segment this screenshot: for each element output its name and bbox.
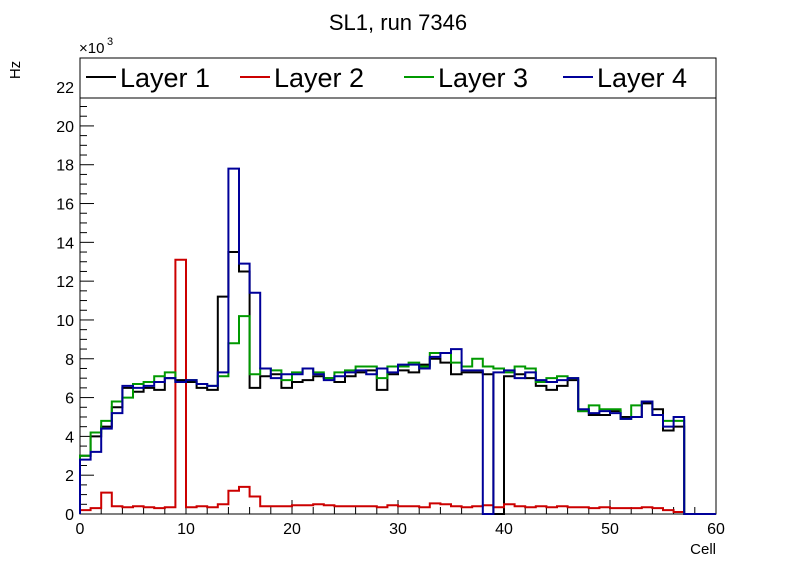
series-line-layer-1 bbox=[79, 251, 716, 515]
y-tick-label: 12 bbox=[56, 274, 74, 291]
y-tick-label: 22 bbox=[56, 80, 74, 97]
y-multiplier: ×10 3 bbox=[79, 36, 113, 57]
x-tick-label: 30 bbox=[389, 521, 407, 538]
y-tick-label: 2 bbox=[65, 468, 74, 485]
x-tick-label: 60 bbox=[707, 521, 725, 538]
y-tick-label: 20 bbox=[56, 119, 74, 136]
y-tick-label: 14 bbox=[56, 235, 74, 252]
legend: Layer 1 Layer 2 Layer 3 Layer 4 bbox=[79, 57, 717, 99]
y-axis-title: Hz bbox=[7, 61, 24, 79]
legend-items: Layer 1 Layer 2 Layer 3 Layer 4 bbox=[86, 63, 687, 93]
y-tick-label: 4 bbox=[65, 429, 74, 446]
x-tick-label: 10 bbox=[177, 521, 195, 538]
series-layer bbox=[79, 167, 716, 515]
y-axis-title-group: Hz bbox=[7, 61, 24, 79]
series-line-layer-4 bbox=[79, 167, 716, 515]
x-tick-label: 50 bbox=[601, 521, 619, 538]
y-tick-label: 6 bbox=[65, 391, 74, 408]
y-tick-label: 0 bbox=[65, 507, 74, 524]
series-line-layer-2 bbox=[79, 258, 716, 515]
x-axis-ticks: 0 10 20 30 40 50 60 bbox=[76, 500, 725, 538]
legend-label-layer-4: Layer 4 bbox=[597, 63, 687, 93]
y-tick-label: 8 bbox=[65, 352, 74, 369]
x-tick-label: 0 bbox=[76, 521, 85, 538]
x-tick-label: 40 bbox=[495, 521, 513, 538]
y-tick-label: 10 bbox=[56, 313, 74, 330]
x-tick-label: 20 bbox=[283, 521, 301, 538]
y-multiplier-base: ×10 bbox=[79, 40, 104, 57]
x-axis-title: Cell bbox=[690, 541, 716, 558]
chart-title: SL1, run 7346 bbox=[329, 10, 467, 35]
y-tick-label: 16 bbox=[56, 197, 74, 214]
legend-label-layer-1: Layer 1 bbox=[120, 63, 210, 93]
legend-label-layer-2: Layer 2 bbox=[274, 63, 364, 93]
y-axis-ticks: 0 2 4 6 8 10 12 14 16 18 20 22 bbox=[56, 57, 94, 524]
legend-label-layer-3: Layer 3 bbox=[438, 63, 528, 93]
y-multiplier-exponent: 3 bbox=[107, 36, 113, 48]
legend-box bbox=[79, 57, 717, 99]
y-tick-label: 18 bbox=[56, 158, 74, 175]
